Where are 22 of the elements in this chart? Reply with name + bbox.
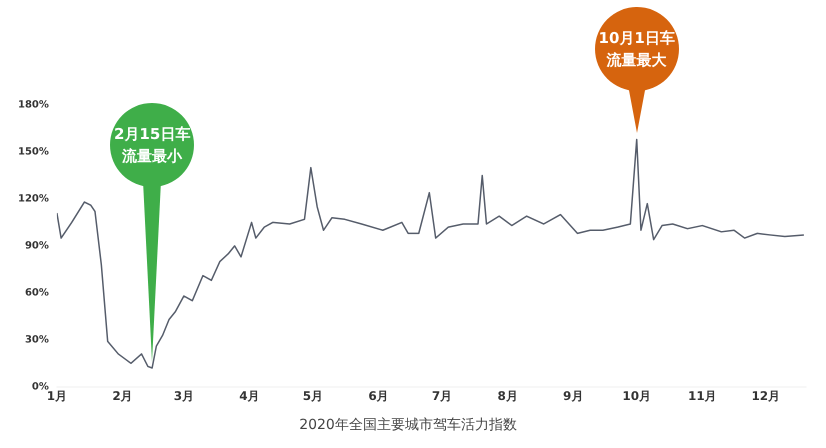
x-tick-label: 3月 — [174, 389, 194, 404]
y-tick-label: 150% — [18, 146, 49, 158]
text: 2020年全国主要城市驾车活力指数 — [299, 417, 517, 434]
x-tick-label: 7月 — [432, 389, 452, 404]
y-tick-label: 120% — [18, 194, 49, 205]
x-tick-label: 2月 — [112, 389, 133, 404]
y-tick-label: 0% — [32, 381, 49, 392]
x-tick-label: 12月 — [751, 389, 780, 404]
x-tick-label: 1月 — [46, 389, 68, 404]
y-tick-label: 60% — [24, 287, 49, 298]
x-tick-label: 11月 — [688, 389, 717, 404]
x-tick-label: 10月 — [622, 389, 652, 404]
x-tick-label: 4月 — [239, 389, 260, 404]
y-tick-label: 30% — [24, 334, 49, 346]
x-tick-label: 9月 — [563, 389, 584, 404]
x-tick-label: 5月 — [302, 389, 324, 404]
annotation: 2月15日车流量最小 — [112, 124, 192, 167]
y-tick-label: 90% — [24, 240, 49, 252]
x-tick-label: 8月 — [497, 389, 518, 404]
y-tick-label: 180% — [18, 100, 49, 111]
x-tick-label: 6月 — [368, 389, 389, 404]
annotation: 10月1日车流量最大 — [598, 28, 676, 72]
